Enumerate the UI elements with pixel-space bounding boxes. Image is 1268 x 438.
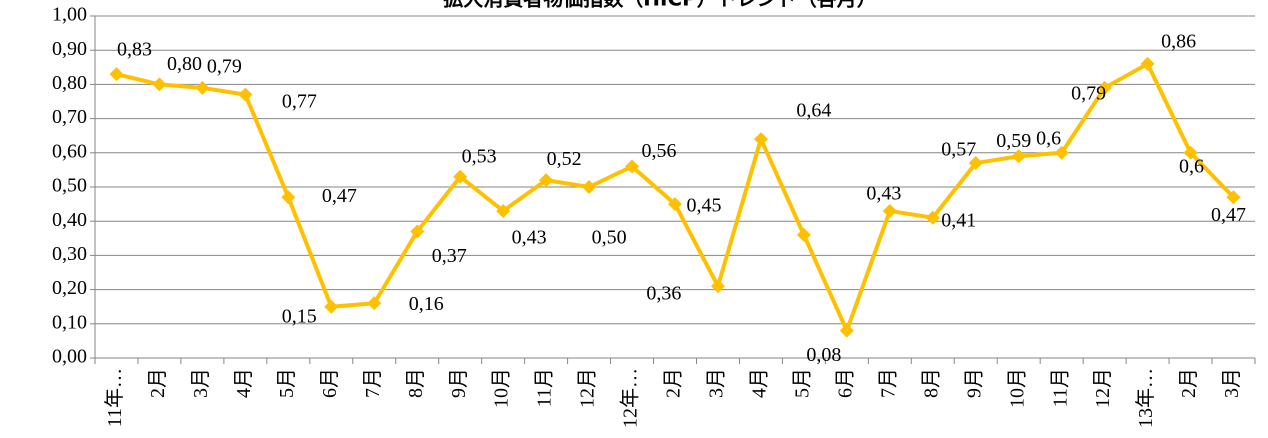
data-label: 0,45 bbox=[687, 195, 722, 217]
x-tick-label: 6月 bbox=[319, 368, 341, 398]
x-tick-label: 10月 bbox=[491, 368, 513, 408]
x-tick-label: 11月 bbox=[534, 368, 556, 407]
data-point bbox=[668, 197, 682, 212]
data-label: 0,6 bbox=[1036, 127, 1061, 149]
data-point bbox=[496, 203, 511, 218]
x-tick-label: 5月 bbox=[791, 368, 813, 398]
x-tick-label: 10月 bbox=[1006, 368, 1028, 408]
data-point bbox=[1097, 80, 1112, 95]
data-point bbox=[324, 299, 339, 314]
y-tick-label: 0,90 bbox=[52, 38, 87, 60]
data-point bbox=[367, 296, 382, 311]
data-label: 0,53 bbox=[462, 145, 497, 167]
x-tick-label: 4月 bbox=[233, 368, 255, 398]
data-label: 0,08 bbox=[806, 344, 841, 366]
x-tick-label: 6月 bbox=[834, 368, 856, 398]
data-point bbox=[625, 159, 640, 174]
data-label: 0,6 bbox=[1179, 155, 1204, 177]
data-label: 0,47 bbox=[322, 185, 357, 207]
x-tick-label: 4月 bbox=[749, 368, 771, 398]
data-label: 0,50 bbox=[592, 227, 627, 249]
data-label: 0,37 bbox=[432, 245, 467, 267]
data-label: 0,64 bbox=[796, 100, 831, 122]
data-label: 0,79 bbox=[207, 55, 242, 77]
chart-title: 拡大消費者物価指数（HICP）トレンド（各月） bbox=[443, 0, 877, 11]
data-label: 0,36 bbox=[646, 282, 681, 304]
data-point bbox=[1183, 145, 1198, 160]
x-tick-label: 2月 bbox=[147, 368, 169, 398]
x-tick-label: 8月 bbox=[920, 368, 942, 398]
y-tick-label: 0,80 bbox=[52, 72, 87, 94]
data-label: 0,59 bbox=[996, 130, 1031, 152]
x-tick-label: 5月 bbox=[276, 368, 298, 398]
x-tick-label: 12月 bbox=[1092, 368, 1114, 408]
data-label: 0,41 bbox=[941, 209, 976, 231]
y-tick-label: 0,40 bbox=[52, 209, 87, 231]
x-tick-label: 11年… bbox=[103, 368, 126, 427]
data-label: 0,43 bbox=[512, 227, 547, 249]
data-label: 0,80 bbox=[167, 53, 202, 75]
data-label: 0,52 bbox=[547, 148, 582, 170]
data-point bbox=[968, 156, 983, 171]
y-tick-label: 0,10 bbox=[52, 311, 87, 333]
data-label: 0,43 bbox=[866, 183, 901, 205]
data-point bbox=[539, 173, 554, 188]
data-label: 0,56 bbox=[642, 140, 677, 162]
x-tick-label: 11月 bbox=[1049, 368, 1071, 407]
data-point bbox=[410, 224, 425, 239]
x-tick-label: 2月 bbox=[663, 368, 685, 398]
data-label: 0,57 bbox=[941, 139, 976, 161]
data-point bbox=[1011, 149, 1026, 164]
data-point bbox=[109, 67, 124, 82]
data-label: 0,86 bbox=[1161, 30, 1196, 52]
data-point bbox=[238, 87, 253, 102]
x-tick-label: 8月 bbox=[405, 368, 427, 398]
x-tick-label: 3月 bbox=[190, 368, 212, 398]
data-label: 0,79 bbox=[1071, 82, 1106, 104]
data-point bbox=[152, 77, 167, 92]
data-point bbox=[796, 227, 811, 242]
x-tick-label: 3月 bbox=[706, 368, 728, 398]
y-tick-label: 0,50 bbox=[52, 175, 87, 197]
x-tick-label: 3月 bbox=[1221, 368, 1243, 398]
x-tick-label: 9月 bbox=[448, 368, 470, 398]
data-point bbox=[195, 80, 210, 95]
x-tick-label: 12年… bbox=[619, 368, 642, 428]
x-tick-label: 7月 bbox=[362, 368, 384, 398]
data-point bbox=[281, 190, 296, 205]
data-label: 0,15 bbox=[282, 305, 317, 327]
y-tick-label: 0,60 bbox=[52, 140, 87, 162]
x-tick-label: 13年… bbox=[1134, 368, 1157, 428]
data-point bbox=[710, 279, 725, 294]
data-point bbox=[582, 180, 597, 194]
data-label: 0,16 bbox=[409, 293, 444, 315]
data-point bbox=[925, 210, 940, 225]
x-tick-label: 12月 bbox=[577, 368, 599, 408]
y-tick-label: 0,70 bbox=[52, 106, 87, 128]
x-tick-label: 7月 bbox=[877, 368, 899, 398]
x-tick-label: 2月 bbox=[1178, 368, 1200, 398]
x-tick-label: 9月 bbox=[963, 368, 985, 398]
y-tick-label: 0,00 bbox=[52, 346, 87, 368]
y-tick-label: 0,30 bbox=[52, 243, 87, 265]
data-point bbox=[1226, 190, 1241, 205]
data-point bbox=[453, 169, 468, 184]
data-label: 0,83 bbox=[117, 39, 152, 61]
data-point bbox=[882, 203, 897, 218]
data-label: 0,77 bbox=[282, 90, 317, 112]
data-point bbox=[753, 132, 768, 147]
data-point bbox=[839, 323, 854, 338]
data-label: 0,47 bbox=[1211, 204, 1246, 226]
y-tick-label: 0,20 bbox=[52, 277, 87, 299]
y-tick-label: 1,00 bbox=[52, 4, 87, 26]
data-point bbox=[1140, 56, 1155, 71]
data-point bbox=[1054, 145, 1069, 160]
